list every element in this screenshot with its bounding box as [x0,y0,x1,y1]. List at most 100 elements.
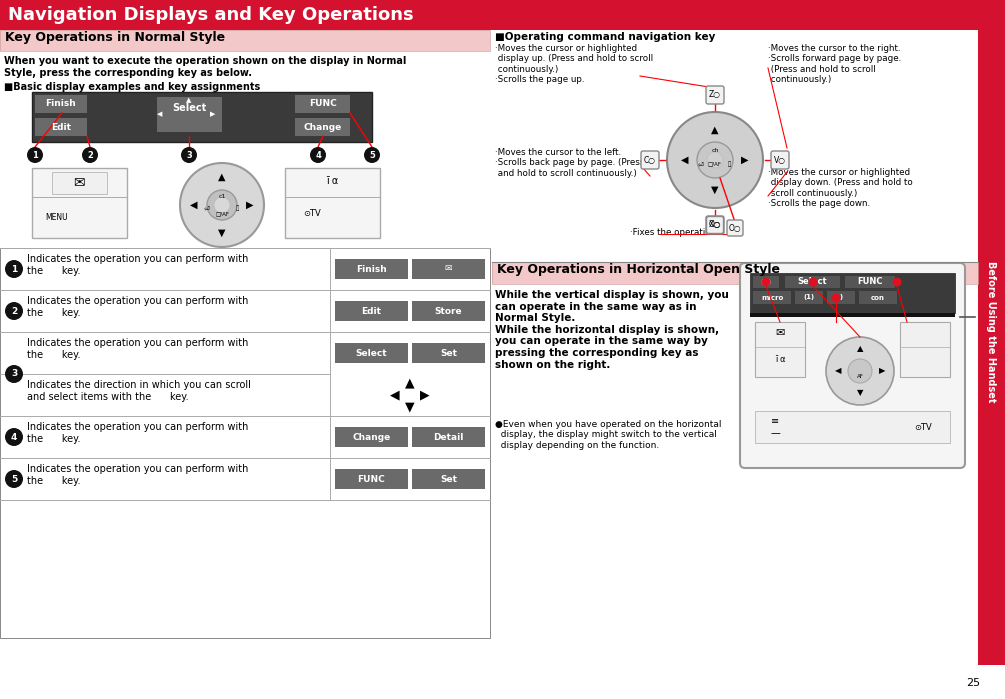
Circle shape [697,142,733,178]
Text: Indicates the operation you can perform with
the      key.: Indicates the operation you can perform … [27,338,248,359]
Circle shape [848,359,872,383]
Text: ī α: ī α [775,354,785,363]
Text: ⏩: ⏩ [728,161,731,167]
Text: ▲: ▲ [218,172,226,182]
Circle shape [5,428,23,446]
Bar [978,0,1005,665]
Text: ⏎: ⏎ [204,205,210,211]
Text: Key Operations in Normal Style: Key Operations in Normal Style [5,31,225,44]
Text: ⊙TV: ⊙TV [304,210,321,219]
Text: (1): (1) [761,279,772,285]
Bar [295,95,350,113]
Circle shape [808,278,817,287]
Text: ≡
—: ≡ — [770,416,780,438]
Bar [492,262,978,284]
Text: FUNC: FUNC [358,475,385,484]
Bar [755,322,805,377]
Text: Set: Set [440,349,457,357]
Bar [335,343,408,363]
Text: ▼: ▼ [712,185,719,195]
Text: micro: micro [761,294,783,301]
Text: ▶: ▶ [420,389,430,401]
Text: Change: Change [304,122,342,131]
Text: 4: 4 [11,433,17,442]
Bar [0,30,490,51]
Bar [295,118,350,136]
Text: FUNC: FUNC [857,278,882,287]
Bar [157,97,222,132]
Bar [750,273,955,313]
Text: ·Moves the cursor or highlighted
 display up. (Press and hold to scroll
 continu: ·Moves the cursor or highlighted display… [495,44,653,84]
Circle shape [180,163,264,247]
Text: Navigation Displays and Key Operations: Navigation Displays and Key Operations [8,6,414,24]
Bar [0,30,490,51]
Text: ◀: ◀ [190,200,198,210]
Text: ◀: ◀ [390,389,400,401]
Text: ✉: ✉ [445,264,452,273]
Text: 4: 4 [315,150,321,159]
Text: ▲: ▲ [186,97,192,103]
Bar [335,259,408,279]
Text: 5: 5 [11,475,17,484]
Text: ▼: ▼ [856,389,863,398]
Text: Indicates the direction in which you can scroll
and select items with the      k: Indicates the direction in which you can… [27,380,251,402]
Text: Store: Store [435,306,462,315]
Text: c1: c1 [218,194,226,199]
Circle shape [27,147,43,163]
Text: ✉: ✉ [73,176,84,190]
Bar [753,291,791,304]
Text: Indicates the operation you can perform with
the      key.: Indicates the operation you can perform … [27,464,248,486]
Bar [335,427,408,447]
Text: ·Fixes the operation.: ·Fixes the operation. [630,228,719,237]
Text: 1: 1 [11,264,17,273]
Text: ·Moves the cursor or highlighted
 display down. (Press and hold to
 scroll conti: ·Moves the cursor or highlighted display… [768,168,913,208]
Text: ·Moves the cursor to the left.
·Scrolls back page by page. (Press
 and hold to s: ·Moves the cursor to the left. ·Scrolls … [495,148,644,178]
FancyBboxPatch shape [706,86,724,104]
Bar [753,276,779,288]
Text: ch: ch [712,148,719,154]
Bar [412,343,485,363]
Text: ▼: ▼ [218,228,226,238]
FancyBboxPatch shape [641,151,659,169]
Circle shape [762,278,771,287]
Circle shape [207,190,237,220]
FancyBboxPatch shape [707,217,724,233]
Bar [859,291,897,304]
Text: V○: V○ [774,155,786,164]
Text: ⏎: ⏎ [698,161,703,167]
Bar [827,291,855,304]
Text: ī α: ī α [326,176,338,186]
Text: ): ) [839,294,842,301]
Text: ▼: ▼ [405,401,415,414]
Text: con: con [871,294,885,301]
Circle shape [5,365,23,383]
Circle shape [5,302,23,320]
Bar [750,313,955,317]
Text: Edit: Edit [362,306,382,315]
Bar [32,92,372,142]
Text: Indicates the operation you can perform with
the      key.: Indicates the operation you can perform … [27,296,248,317]
Bar [412,259,485,279]
Text: While the vertical display is shown, you
can operate in the same way as in
Norma: While the vertical display is shown, you… [495,290,729,370]
Text: □/AF: □/AF [215,212,229,217]
FancyBboxPatch shape [740,263,965,468]
Text: ◀: ◀ [681,155,688,165]
Text: Select: Select [172,103,206,113]
Circle shape [214,197,230,213]
Text: ·Moves the cursor to the right.
·Scrolls forward page by page.
 (Press and hold : ·Moves the cursor to the right. ·Scrolls… [768,44,901,84]
Text: AF: AF [856,375,863,380]
Text: ⏩: ⏩ [235,206,238,211]
FancyBboxPatch shape [727,220,743,236]
Text: 5: 5 [369,150,375,159]
Text: Indicates the operation you can perform with
the      key.: Indicates the operation you can perform … [27,254,248,275]
Circle shape [826,337,894,405]
Bar [0,0,978,30]
Text: ▲: ▲ [856,345,863,354]
Text: (1): (1) [803,294,815,301]
Bar [492,262,978,284]
Bar [412,427,485,447]
Bar [412,301,485,321]
Bar [335,301,408,321]
Bar [795,291,823,304]
Bar [35,118,87,136]
